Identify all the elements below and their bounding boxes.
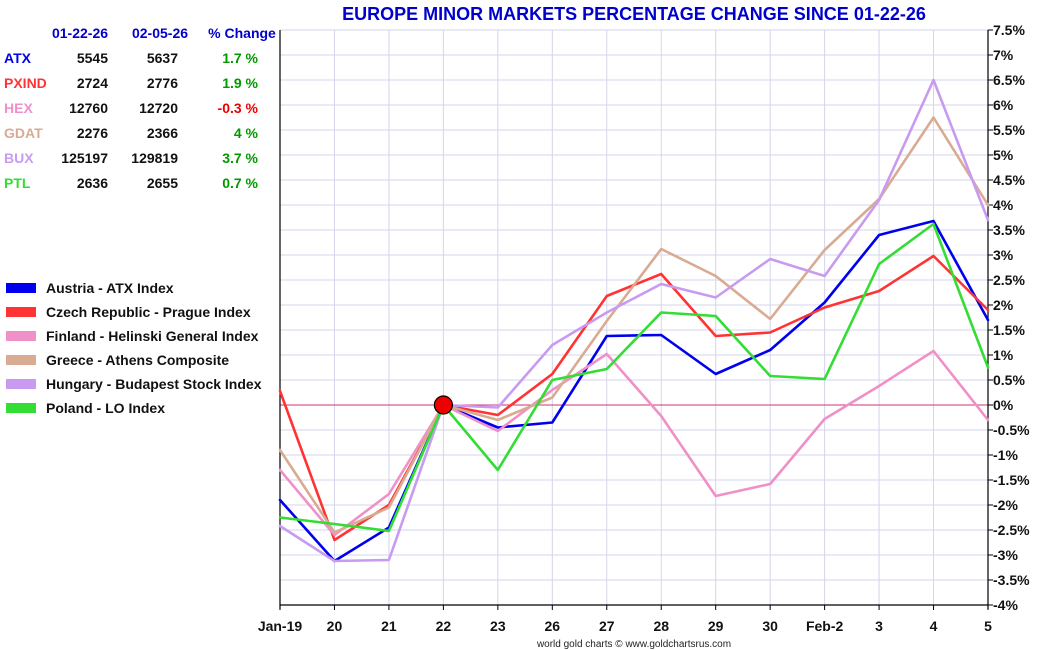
table-percent-change: 0.7 %: [222, 175, 258, 191]
table-value-start: 2276: [77, 125, 108, 141]
series-line: [278, 222, 990, 533]
legend-label: Hungary - Budapest Stock Index: [46, 376, 262, 392]
y-tick-label: -1%: [993, 447, 1018, 463]
y-tick-label: 7.5%: [993, 22, 1025, 38]
table-header: 02-05-26: [132, 25, 188, 41]
legend-label: Greece - Athens Composite: [46, 352, 229, 368]
y-tick-label: 1.5%: [993, 322, 1025, 338]
axes: 7.5% 7% 6.5% 6% 5.5% 5% 4.5% 4% 3.5% 3% 2.5% 2% 1.5%…: [258, 22, 1030, 634]
x-tick-label: 4: [930, 618, 938, 634]
y-tick-label: 1%: [993, 347, 1014, 363]
y-tick-label: -4%: [993, 597, 1018, 613]
table-value-start: 2636: [77, 175, 108, 191]
legend-label: Czech Republic - Prague Index: [46, 304, 251, 320]
baseline-marker: [433, 395, 453, 415]
x-tick-label: 27: [599, 618, 615, 634]
y-tick-label: 5%: [993, 147, 1014, 163]
y-tick-label: 0%: [993, 397, 1014, 413]
y-tick-label: 4.5%: [993, 172, 1025, 188]
table-percent-change: 1.9 %: [222, 75, 258, 91]
legend-swatch: [6, 355, 36, 365]
table-ticker: PXIND: [4, 75, 47, 91]
table-percent-change: 1.7 %: [222, 50, 258, 66]
chart-footer: world gold charts © www.goldchartsrus.co…: [536, 639, 731, 650]
y-tick-label: -3.5%: [993, 572, 1030, 588]
y-tick-label: 7%: [993, 47, 1014, 63]
y-tick-label: 2.5%: [993, 272, 1025, 288]
x-tick-label: 20: [327, 618, 343, 634]
series-line: [278, 116, 990, 534]
y-tick-label: 3%: [993, 247, 1014, 263]
y-tick-label: -1.5%: [993, 472, 1030, 488]
table-value-end: 12720: [139, 100, 178, 116]
table-percent-change: -0.3 %: [218, 100, 259, 116]
table-value-end: 129819: [131, 150, 178, 166]
table-value-end: 2366: [147, 125, 178, 141]
legend: Austria - ATX Index Czech Republic - Prag…: [6, 280, 262, 416]
y-tick-label: 6.5%: [993, 72, 1025, 88]
table-percent-change: 3.7 %: [222, 150, 258, 166]
legend-label: Finland - Helinski General Index: [46, 328, 259, 344]
summary-table: 01-22-26 02-05-26 % Change ATX 5545 5637 1.7 %…: [4, 25, 276, 191]
table-ticker: PTL: [4, 175, 31, 191]
x-tick-label: 28: [653, 618, 669, 634]
x-tick-label: 5: [984, 618, 992, 634]
table-ticker: BUX: [4, 150, 34, 166]
legend-swatch: [6, 331, 36, 341]
x-tick-label: 3: [875, 618, 883, 634]
x-tick-label: 26: [545, 618, 561, 634]
table-header: % Change: [208, 25, 276, 41]
series-line: [278, 349, 990, 537]
legend-label: Austria - ATX Index: [46, 280, 174, 296]
table-percent-change: 4 %: [234, 125, 259, 141]
table-value-end: 5637: [147, 50, 178, 66]
legend-swatch: [6, 379, 36, 389]
legend-swatch: [6, 307, 36, 317]
table-ticker: GDAT: [4, 125, 43, 141]
y-tick-label: -3%: [993, 547, 1018, 563]
table-value-start: 2724: [77, 75, 108, 91]
table-value-start: 12760: [69, 100, 108, 116]
table-ticker: HEX: [4, 100, 33, 116]
chart-title: EUROPE MINOR MARKETS PERCENTAGE CHANGE S…: [342, 4, 926, 24]
series-lines: [278, 78, 990, 563]
x-tick-label: Jan-19: [258, 618, 303, 634]
table-ticker: ATX: [4, 50, 32, 66]
y-tick-label: 2%: [993, 297, 1014, 313]
x-tick-label: 22: [436, 618, 452, 634]
x-tick-label: 21: [381, 618, 397, 634]
y-tick-label: 0.5%: [993, 372, 1025, 388]
table-value-end: 2655: [147, 175, 178, 191]
x-tick-label: Feb-2: [806, 618, 844, 634]
table-value-start: 5545: [77, 50, 108, 66]
x-tick-label: 29: [708, 618, 724, 634]
x-tick-label: 23: [490, 618, 506, 634]
y-tick-label: 4%: [993, 197, 1014, 213]
baseline-marker-layer: [433, 395, 453, 415]
y-tick-label: -0.5%: [993, 422, 1030, 438]
table-value-start: 125197: [61, 150, 108, 166]
x-tick-label: 30: [762, 618, 778, 634]
y-tick-label: 6%: [993, 97, 1014, 113]
legend-label: Poland - LO Index: [46, 400, 165, 416]
y-tick-label: -2%: [993, 497, 1018, 513]
table-header: 01-22-26: [52, 25, 108, 41]
legend-swatch: [6, 283, 36, 293]
y-tick-label: 5.5%: [993, 122, 1025, 138]
series-line: [278, 78, 990, 563]
table-value-end: 2776: [147, 75, 178, 91]
y-tick-label: 3.5%: [993, 222, 1025, 238]
legend-swatch: [6, 403, 36, 413]
y-tick-label: -2.5%: [993, 522, 1030, 538]
